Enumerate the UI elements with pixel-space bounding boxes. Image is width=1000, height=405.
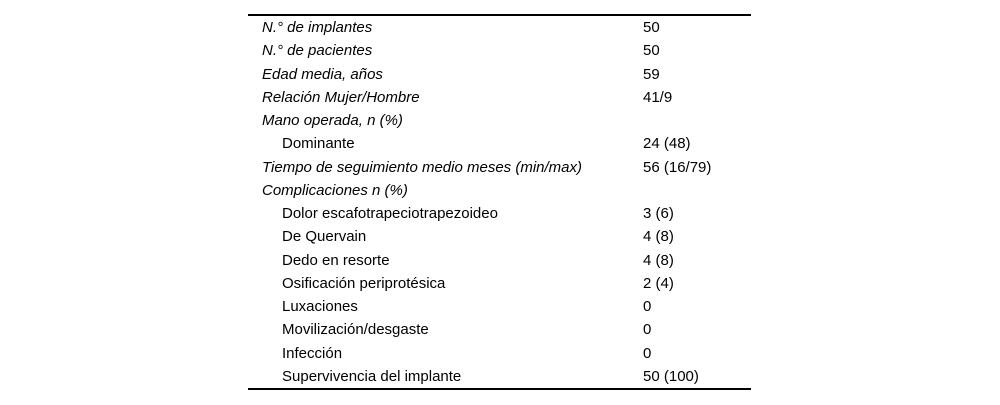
table-body: N.° de implantes 50 N.° de pacientes 50 … [248,16,751,388]
table-row: Dolor escafotrapeciotrapezoideo 3 (6) [248,202,751,225]
row-label: Movilización/desgaste [282,321,429,339]
table-row: Complicaciones n (%) [248,179,751,202]
row-value: 4 (8) [643,228,674,246]
row-label: N.° de pacientes [262,42,373,60]
table-row: N.° de implantes 50 [248,16,751,39]
row-value: 56 (16/79) [643,158,712,176]
row-value: 50 (100) [643,367,699,385]
table-row: Infección 0 [248,342,751,365]
row-value: 0 [643,298,652,315]
row-value: 0 [643,344,652,362]
table-row: Mano operada, n (%) [248,109,751,132]
row-label: Supervivencia del implante [282,367,462,385]
row-value: 3 (6) [643,205,674,222]
row-label: Relación Mujer/Hombre [262,88,420,106]
row-label: Tiempo de seguimiento medio meses (min/m… [262,158,582,176]
study-results-table: N.° de implantes 50 N.° de pacientes 50 … [248,14,751,390]
row-value: 24 (48) [643,135,691,153]
row-value: 50 [643,42,660,60]
row-label: Dedo en resorte [282,251,390,269]
row-label: Osificación periprotésica [282,274,446,292]
row-label: N.° de implantes [262,19,373,36]
row-label: Dominante [282,135,355,153]
table-row: N.° de pacientes 50 [248,39,751,62]
row-label: Luxaciones [282,298,358,315]
table-row: Movilización/desgaste 0 [248,318,751,341]
table-row: Relación Mujer/Hombre 41/9 [248,86,751,109]
row-label: Dolor escafotrapeciotrapezoideo [282,205,498,222]
table-row: Luxaciones 0 [248,295,751,318]
row-label: De Quervain [282,228,367,246]
row-label: Complicaciones n (%) [262,181,408,199]
table-row: Dominante 24 (48) [248,132,751,155]
row-value: 41/9 [643,88,673,106]
table-row: Edad media, años 59 [248,63,751,86]
row-value: 2 (4) [643,274,674,292]
row-label: Infección [282,344,343,362]
table-row: Dedo en resorte 4 (8) [248,249,751,272]
row-label: Edad media, años [262,65,383,83]
table-row: Supervivencia del implante 50 (100) [248,365,751,388]
table-row: Osificación periprotésica 2 (4) [248,272,751,295]
row-value: 50 [643,19,660,36]
row-label: Mano operada, n (%) [262,112,403,129]
table-row: Tiempo de seguimiento medio meses (min/m… [248,156,751,179]
row-value: 4 (8) [643,251,674,269]
row-value: 0 [643,321,652,339]
row-value: 59 [643,65,660,83]
table-row: De Quervain 4 (8) [248,225,751,248]
